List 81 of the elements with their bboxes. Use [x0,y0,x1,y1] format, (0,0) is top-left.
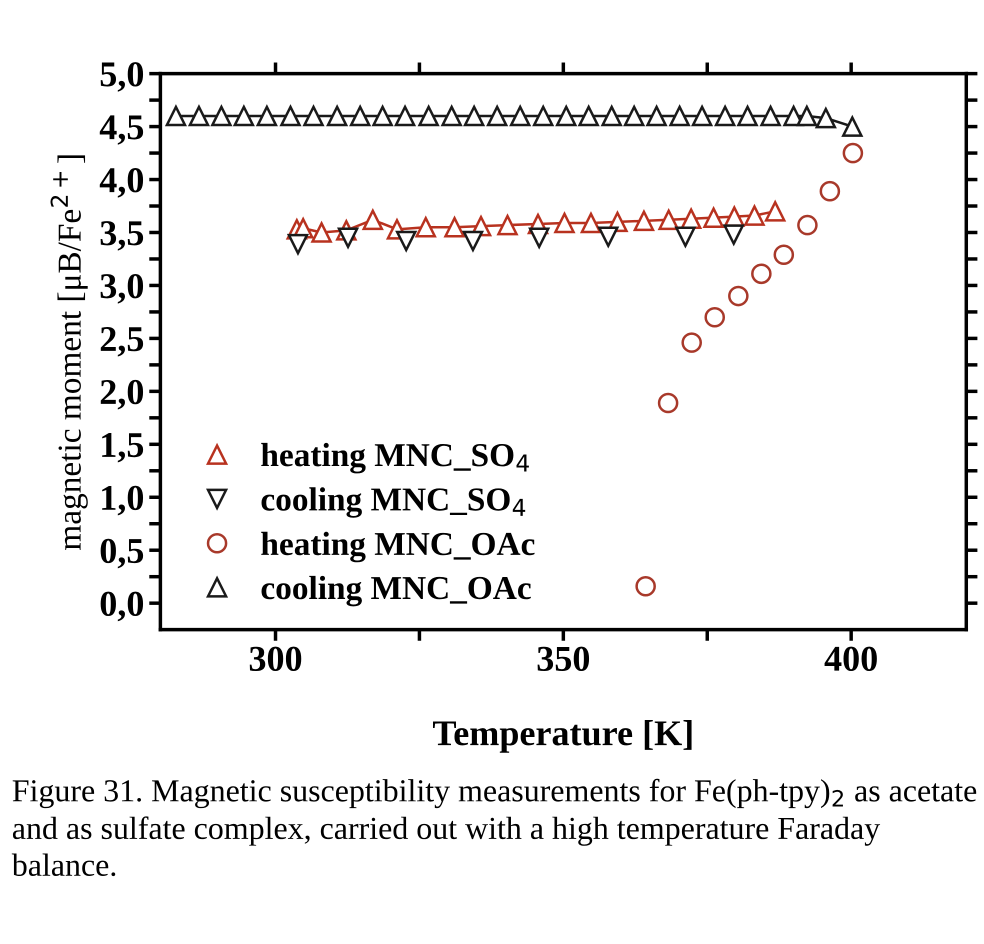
point [624,106,644,126]
point [692,106,712,126]
point [723,224,744,245]
x-tick-label: 350 [538,646,590,672]
y-tick-label: 4,5 [100,115,144,145]
point [396,230,416,252]
point [842,116,863,137]
point [256,106,278,126]
point [326,106,348,126]
legend-label: heating MNC_SO$_{4}$ [261,442,529,474]
point [820,180,840,202]
point [764,201,786,222]
point [635,576,656,597]
point [303,106,324,126]
point [737,106,758,126]
point [211,106,232,126]
point [528,228,550,248]
point [601,106,622,126]
point [658,392,678,414]
point [394,106,416,126]
point [362,210,384,230]
point [681,332,702,353]
point [486,106,508,126]
point [497,214,518,236]
point [415,216,436,238]
point [797,214,818,236]
point [554,212,575,234]
point [288,234,308,254]
point [556,106,576,126]
point [280,106,301,126]
x-tick-label: 400 [824,646,877,672]
point [510,106,530,126]
legend-label: cooling MNC_OAc [262,576,531,606]
y-tick-label: 2,0 [100,380,144,410]
point [350,106,370,126]
point [728,286,749,306]
point [598,226,619,248]
point [532,106,554,126]
point [703,207,724,228]
point [372,106,393,126]
point [311,222,332,243]
point [842,142,864,164]
point [418,106,439,126]
point [444,216,465,238]
point [675,226,696,248]
x-tick-label: 300 [250,646,302,672]
point [578,106,599,126]
point [760,106,781,126]
legend-label: cooling MNC_SO$_{4}$ [262,487,526,518]
point [166,106,186,126]
y-axis-title: magnetic moment [μB/Fe$^{2+}$] [50,155,88,550]
point [441,106,462,126]
y-tick-label: 3,5 [100,221,144,251]
point [464,106,484,126]
point [658,210,679,230]
y-tick-label: 2,5 [100,327,144,357]
point [634,210,654,232]
y-tick-label: 1,0 [102,486,144,516]
point [646,106,667,126]
x-axis-title: Temperature [K] [433,720,692,753]
point [462,230,484,252]
y-tick-label: 0,5 [100,538,144,568]
point [338,228,358,248]
caption: Figure 31. Magnetic susceptibility measurements for Fe(ph-tpy)$_{2}$ as acetate and as sulfate complex, carried out with a high temperature Faraday balance. [12,778,976,876]
y-tick-label: 4,0 [100,168,144,198]
point [751,264,772,284]
point [744,205,765,226]
legend-label: heating MNC_OAc [261,532,535,562]
y-tick-label: 0,0 [100,592,144,622]
point [669,106,690,126]
point [188,106,210,126]
point [580,212,602,234]
y-tick-label: 5,0 [100,62,144,92]
point [234,106,254,126]
y-tick-label: 1,5 [102,433,144,462]
y-tick-label: 3,0 [100,274,144,304]
point [774,244,794,266]
point [714,106,736,126]
point [704,306,726,328]
point [816,108,836,128]
point [796,106,818,126]
